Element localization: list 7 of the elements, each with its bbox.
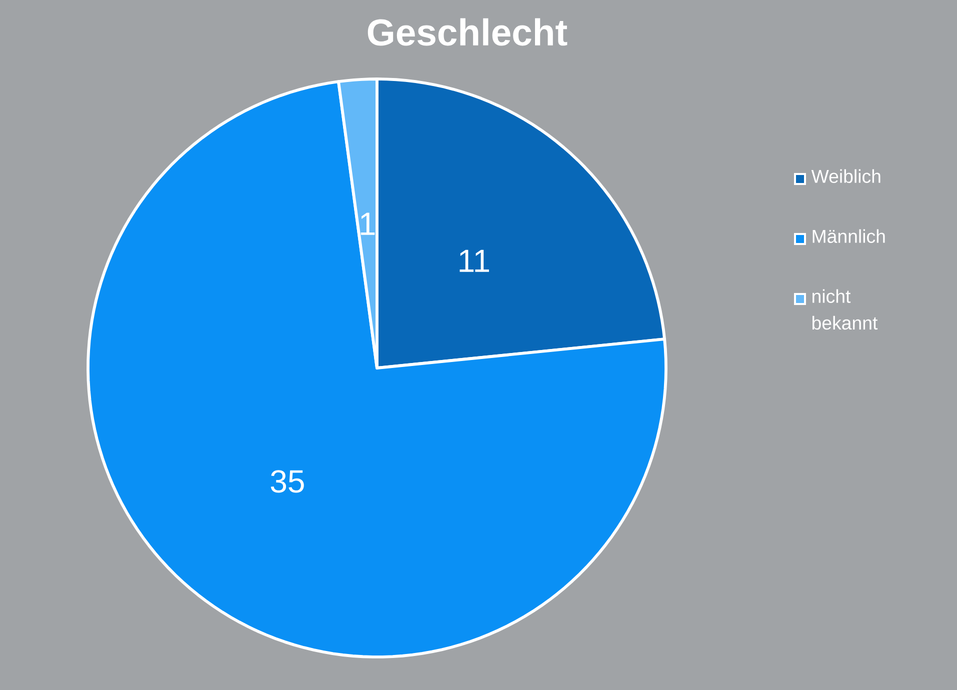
legend-label: Weiblich — [811, 169, 880, 183]
data-label: 1 — [360, 212, 375, 235]
legend-label: nicht bekannt — [812, 289, 878, 330]
data-label: 35 — [270, 470, 304, 493]
chart-title: Geschlecht — [368, 18, 568, 46]
legend-label: Männlich — [812, 229, 885, 243]
data-label: 11 — [460, 250, 489, 272]
